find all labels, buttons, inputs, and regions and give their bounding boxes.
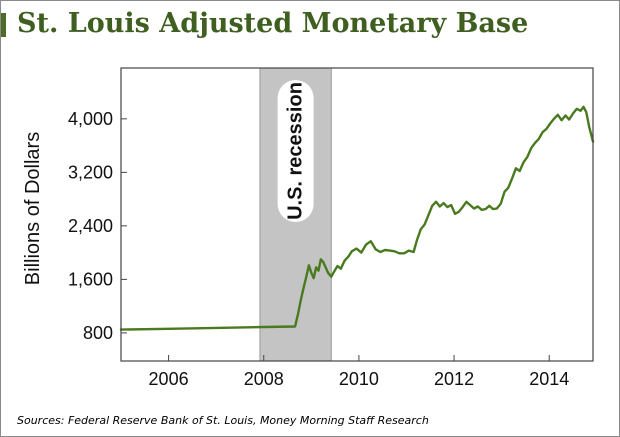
y-axis-label: Billions of Dollars [22, 132, 44, 285]
data-line [119, 105, 595, 331]
recession-label-box [277, 80, 314, 222]
y-tick-label: 4,000 [68, 109, 113, 129]
x-tick-label: 2010 [339, 369, 379, 389]
y-tick-label: 800 [83, 323, 113, 343]
x-tick-label: 2012 [434, 369, 474, 389]
chart-title: St. Louis Adjusted Monetary Base [17, 8, 529, 39]
x-tick-label: 2014 [529, 369, 569, 389]
axis-layer: 800 1,600 2,400 3,200 4,000 2006 2008 2010 2012 2… [22, 67, 594, 389]
plot-layer: U.S. recession [119, 68, 595, 361]
y-tick-label: 3,200 [68, 162, 113, 182]
plot-border [120, 67, 594, 362]
source-note: Sources: Federal Reserve Bank of St. Lou… [17, 414, 429, 427]
y-tick-label: 1,600 [68, 269, 113, 289]
recession-label: U.S. recession [285, 82, 307, 220]
title-accent-bar [1, 13, 6, 37]
x-tick-label: 2006 [149, 369, 189, 389]
chart-svg: U.S. recession 800 1,600 2,400 3,200 4,000 20… [22, 67, 595, 389]
x-tick-label: 2008 [244, 369, 284, 389]
y-tick-label: 2,400 [68, 216, 113, 236]
